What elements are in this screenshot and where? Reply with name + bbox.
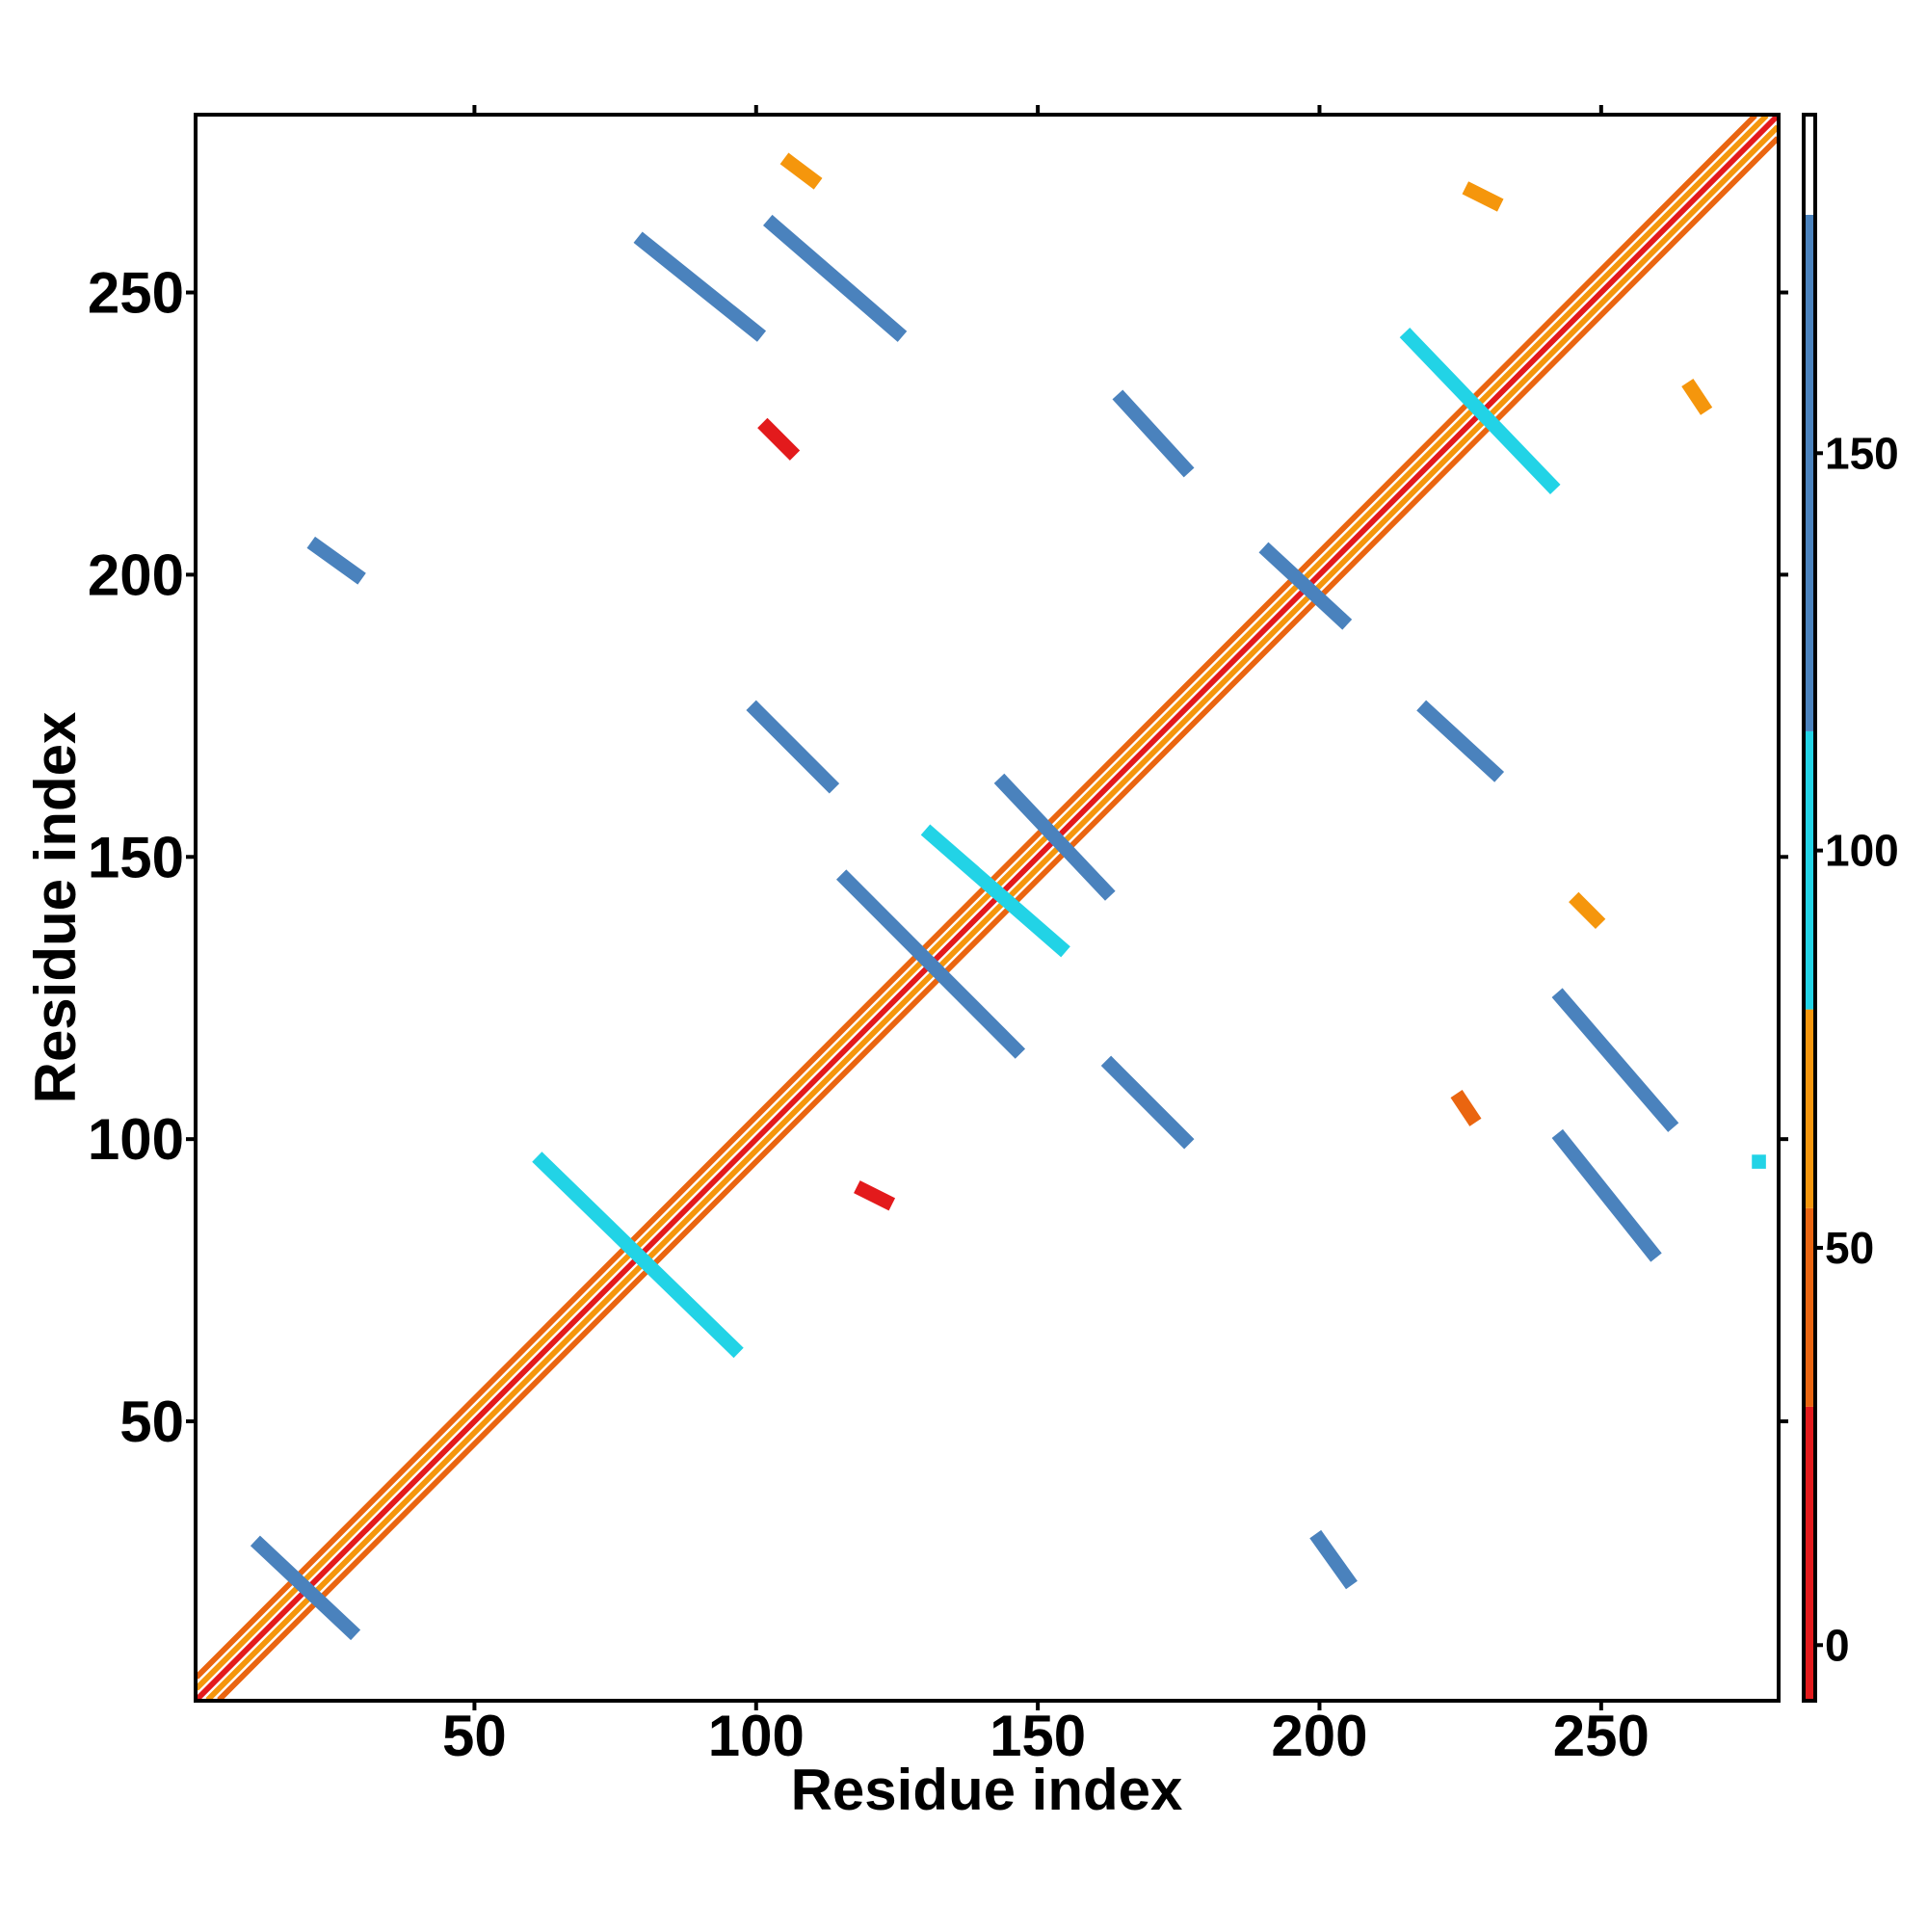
contact-segment [1551,1128,1662,1262]
colorbar-band [1804,214,1815,731]
contact-segment [779,152,823,190]
x-tick-label: 200 [1271,1704,1367,1768]
colorbar-band [1804,1406,1815,1701]
contact-segment [1416,700,1505,782]
contact-segment [1399,328,1561,495]
x-axis-title: Residue index [791,1758,1183,1822]
contact-segment [194,113,1769,1691]
x-tick-label: 50 [442,1704,507,1768]
colorbar-band [1804,1207,1815,1407]
contact-segment [1100,1055,1195,1150]
colorbar-band [1804,730,1815,1010]
contact-segment [205,124,1781,1703]
x-tick-label: 150 [990,1704,1086,1768]
contact-segment [250,1535,361,1641]
contact-segment [1681,378,1713,415]
contact-segment [1112,389,1195,478]
contact-segment [532,1151,744,1359]
y-tick-label: 200 [88,543,184,607]
contact-segment [920,824,1070,958]
contact-segment [1462,181,1504,212]
contact-segment [1569,891,1606,930]
contact-segment [854,1180,896,1211]
colorbar-band [1804,1009,1815,1208]
x-tick-label: 100 [708,1704,805,1768]
colorbar-tick-label: 0 [1825,1620,1850,1670]
colorbar-frame [1802,113,1817,1703]
contact-segment [763,214,908,342]
contact-segment [194,113,1757,1680]
contact-segment [1258,542,1353,630]
contact-segment [306,536,366,585]
contact-segment [746,700,840,794]
y-axis-title: Residue index [23,712,88,1104]
contact-segment [757,417,801,461]
colorbar-tick-label: 100 [1825,826,1899,876]
plot-frame [194,113,1781,1703]
contact-segment [835,869,1026,1059]
colorbar-tick-label: 150 [1825,428,1899,478]
contact-segment [993,773,1116,901]
contact-segment [1309,1529,1358,1590]
colorbar-band [1804,115,1815,215]
y-tick-label: 150 [88,825,184,889]
heatmap-cells [194,113,1781,1703]
contact-segment [633,231,767,342]
y-tick-label: 50 [119,1389,184,1454]
y-tick-label: 250 [88,261,184,326]
x-tick-label: 250 [1553,1704,1650,1768]
contact-segment [217,136,1781,1703]
contact-segment [1551,988,1679,1132]
contact-segment [1450,1090,1482,1126]
contact-segment [194,113,1781,1703]
y-tick-label: 100 [88,1107,184,1172]
colorbar-tick-label: 50 [1825,1223,1874,1273]
